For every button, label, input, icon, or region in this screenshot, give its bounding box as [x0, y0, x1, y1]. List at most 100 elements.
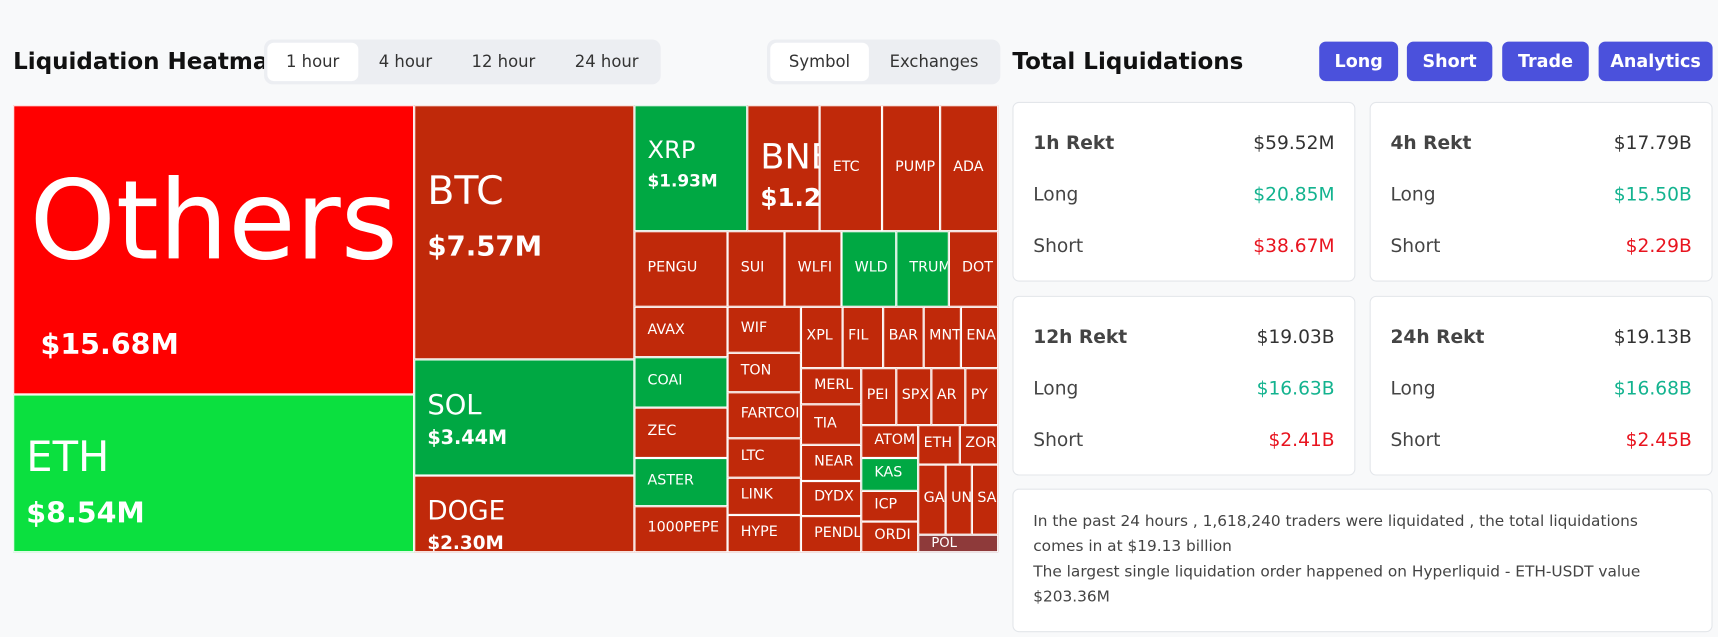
heatmap-tile[interactable]: SUI — [727, 231, 785, 307]
action-button[interactable]: Long — [1319, 41, 1399, 82]
heatmap-tile[interactable]: AVAX — [634, 306, 728, 358]
heatmap-tile[interactable]: TON — [727, 352, 801, 393]
heatmap-tile[interactable]: PEI — [861, 368, 897, 426]
heatmap-tile[interactable]: BNB $1.25M — [747, 105, 820, 232]
heatmap-tile[interactable]: ADA — [940, 105, 999, 232]
heatmap-tile[interactable]: ETH $8.54M — [13, 394, 415, 553]
heatmap-tile[interactable]: FARTCOIN — [727, 392, 801, 439]
tile-label: LINK — [740, 486, 773, 503]
heatmap-tile[interactable]: TIA — [800, 404, 862, 445]
heatmap-tile[interactable]: PUMP — [882, 105, 941, 232]
heatmap-tile[interactable]: LTC — [727, 438, 801, 478]
heatmap-tile[interactable]: ZOR — [959, 425, 999, 465]
row-label: Short — [1033, 235, 1084, 258]
heatmap-tile[interactable]: WIF — [727, 306, 801, 353]
row-value: $2.41B — [1268, 429, 1335, 452]
heatmap-tile[interactable]: ASTER — [634, 458, 728, 507]
action-button[interactable]: Trade — [1502, 41, 1589, 82]
tile-label: ZEC — [647, 422, 677, 440]
tile-label: PENGU — [647, 259, 698, 276]
row-value: $2.45B — [1625, 429, 1692, 452]
tile-label: 1000PEPE — [647, 519, 720, 536]
heatmap-tile[interactable]: ICP — [861, 490, 919, 522]
tile-value: $1.93M — [647, 171, 718, 191]
row-label: Long — [1033, 184, 1079, 206]
heatmap-tile[interactable]: COAI — [634, 357, 728, 408]
tile-label: DYDX — [814, 488, 854, 506]
heatmap-tile[interactable]: ETC — [819, 105, 883, 232]
tile-label: SUI — [740, 259, 765, 276]
heatmap-tile[interactable]: SOL $3.44M — [414, 359, 635, 476]
tile-label: ETC — [832, 158, 860, 175]
heatmap-tile[interactable]: PY — [965, 368, 999, 426]
heatmap-tile[interactable]: MNT — [923, 306, 961, 369]
tile-label: ETH — [923, 434, 953, 452]
tile-label: AR — [936, 386, 957, 404]
tile-label: DOGE — [427, 494, 506, 526]
tile-label: ETH — [26, 432, 110, 482]
row-label: Long — [1033, 378, 1079, 400]
heatmap-tile[interactable]: Others $15.68M — [13, 105, 415, 395]
heatmap-tile[interactable]: DOGE $2.30M — [414, 475, 635, 553]
tile-label: BTC — [427, 168, 504, 214]
heatmap-tile[interactable]: LINK — [727, 477, 801, 515]
tile-label: HYPE — [740, 523, 778, 541]
heatmap-tile[interactable]: PENDLE — [800, 516, 862, 553]
heatmap-tile[interactable]: BTC $7.57M — [414, 105, 635, 360]
card-row: 12h Rekt $19.03B — [1033, 327, 1334, 349]
time-tab[interactable]: 1 hour — [267, 42, 358, 82]
tile-label: ASTER — [647, 472, 694, 489]
card-row: Short $2.29B — [1390, 236, 1691, 258]
heatmap-tile[interactable]: ENA — [960, 306, 999, 369]
heatmap-tile[interactable]: PENGU — [634, 231, 728, 307]
view-tabs: Symbol Exchanges — [766, 39, 1001, 85]
heatmap-tile[interactable]: KAS — [861, 458, 919, 491]
time-tab[interactable]: 24 hour — [574, 51, 639, 72]
view-tab[interactable]: Symbol — [770, 42, 869, 82]
tile-label: ATOM — [874, 431, 916, 449]
tile-label: FIL — [848, 327, 869, 345]
heatmap-tile[interactable]: BAR — [883, 306, 924, 369]
tile-value: $7.57M — [427, 229, 543, 262]
action-button[interactable]: Analytics — [1598, 41, 1713, 82]
heatmap-tile[interactable]: MERL — [800, 368, 862, 405]
heatmap-tile[interactable]: POL — [918, 534, 999, 553]
heatmap-tile[interactable]: HYPE — [727, 514, 801, 553]
heatmap-tile[interactable]: ZEC — [634, 407, 728, 459]
row-value: $16.68B — [1613, 378, 1692, 400]
heatmap-tile[interactable]: DOT — [948, 231, 999, 307]
view-tab[interactable]: Exchanges — [889, 51, 979, 72]
row-value: $19.13B — [1613, 326, 1692, 349]
rekt-card: 4h Rekt $17.79B Long $15.50B Short $2.29B — [1369, 101, 1713, 282]
heatmap-tile[interactable]: XPL — [800, 306, 843, 369]
heatmap-tile[interactable]: NEAR — [800, 444, 862, 482]
heatmap-tile[interactable]: SPX — [896, 368, 932, 426]
time-tab[interactable]: 4 hour — [378, 51, 433, 72]
tile-label: KAS — [874, 464, 903, 482]
tile-label: ZOR — [965, 434, 997, 452]
tile-label: PENDLE — [814, 524, 862, 541]
action-button[interactable]: Short — [1406, 41, 1493, 82]
heatmap-tile[interactable]: TRUMP — [896, 231, 949, 307]
time-tabs: 1 hour 4 hour 12 hour 24 hour — [264, 39, 661, 85]
heatmap-tile[interactable]: WLFI — [784, 231, 842, 307]
heatmap-tile[interactable]: ORDI — [861, 521, 919, 553]
tile-value: $3.44M — [427, 426, 508, 449]
heatmap-tile[interactable]: ATOM — [861, 425, 919, 459]
row-label: Long — [1390, 378, 1436, 400]
tile-label: SA — [977, 489, 997, 507]
heatmap-tile[interactable]: GA — [918, 464, 946, 535]
tile-label: POL — [931, 534, 957, 551]
heatmap-tile[interactable]: AR — [931, 368, 966, 426]
heatmap-tile[interactable]: SA — [971, 464, 999, 535]
heatmap-tile[interactable]: 1000PEPE — [634, 506, 728, 553]
heatmap-tile[interactable]: WLD — [841, 231, 897, 307]
heatmap-tile[interactable]: DYDX — [800, 481, 862, 517]
row-label: 24h Rekt — [1390, 326, 1485, 349]
rekt-card: 12h Rekt $19.03B Long $16.63B Short $2.41B — [1012, 295, 1356, 476]
heatmap-tile[interactable]: ETH — [918, 425, 960, 465]
time-tab[interactable]: 12 hour — [471, 51, 536, 72]
heatmap-tile[interactable]: XRP $1.93M — [634, 105, 748, 232]
heatmap-tile[interactable]: UN — [945, 464, 972, 535]
heatmap-tile[interactable]: FIL — [842, 306, 884, 369]
